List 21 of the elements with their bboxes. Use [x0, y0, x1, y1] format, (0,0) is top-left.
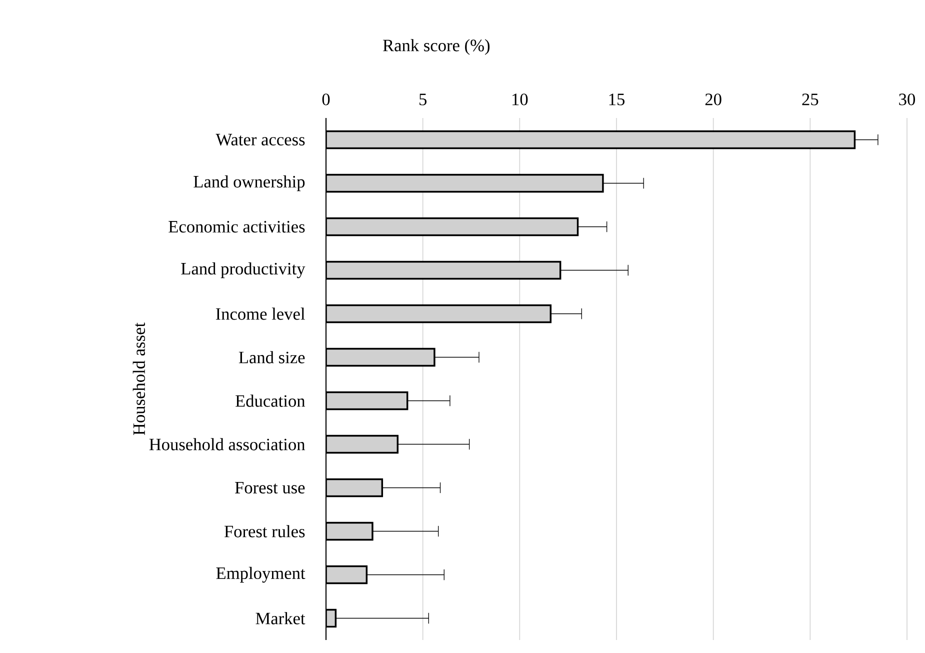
x-tick-label: 25 [802, 94, 818, 106]
y-tick-label: Forest use [235, 482, 305, 494]
y-axis-title: Household asset [132, 322, 146, 436]
y-tick-label: Employment [216, 566, 306, 583]
y-tick-label: Land productivity [181, 262, 306, 278]
y-tick-label: Education [236, 394, 306, 407]
y-tick-label: Market [256, 612, 306, 624]
y-tick-label: Land ownership [194, 175, 305, 192]
x-tick-label: 5 [420, 94, 426, 106]
x-tick-label: 20 [705, 94, 722, 106]
y-tick-label: Economic activities [168, 220, 305, 233]
x-tick-label: 0 [322, 94, 330, 106]
x-axis-title: Rank score (%) [382, 39, 490, 55]
x-tick-label: 10 [512, 94, 528, 106]
y-tick-label: Income level [216, 308, 305, 320]
x-tick-label: 30 [899, 94, 916, 106]
y-tick-label: Land size [238, 351, 305, 364]
y-tick-label: Household association [149, 438, 306, 450]
x-tick-label: 15 [609, 94, 624, 106]
y-tick-label: Water access [216, 134, 305, 146]
y-tick-label: Forest rules [224, 525, 305, 538]
